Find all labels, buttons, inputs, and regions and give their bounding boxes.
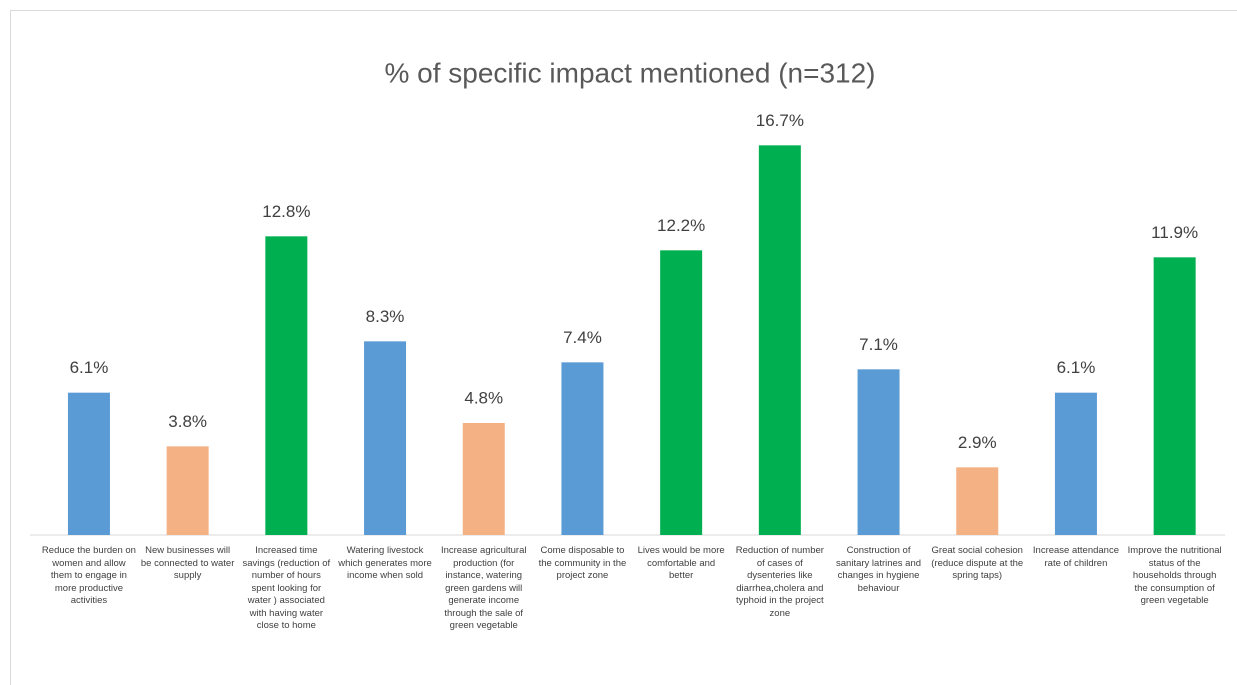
x-tick-label: New businesses will be connected to wate… <box>140 545 235 581</box>
value-label: 6.1% <box>1057 358 1096 377</box>
bar <box>1054 392 1097 535</box>
x-tick-label: Increase agricultural production (for in… <box>440 545 527 631</box>
x-tick-label: Increase attendance rate of children <box>1032 545 1119 569</box>
value-label: 16.7% <box>756 111 804 130</box>
bar <box>67 392 110 535</box>
x-tick-label: Lives would be more comfortable and bett… <box>637 545 725 581</box>
value-label: 3.8% <box>168 412 207 431</box>
value-label: 7.4% <box>563 328 602 347</box>
value-label: 2.9% <box>958 433 997 452</box>
value-label: 8.3% <box>366 307 405 326</box>
bar <box>364 341 407 535</box>
chart-title: % of specific impact mentioned (n=312) <box>384 57 875 88</box>
bar <box>462 423 505 535</box>
value-label: 12.8% <box>262 202 310 221</box>
x-tick-label: Improve the nutritional status of the ho… <box>1127 545 1222 606</box>
x-tick-label: Increased time savings (reduction of num… <box>242 545 331 631</box>
bar <box>660 250 703 536</box>
x-tick-label: Construction of sanitary latrines and ch… <box>836 545 922 594</box>
value-label: 11.9% <box>1151 223 1198 242</box>
bar <box>265 236 308 536</box>
chart-frame <box>10 10 1237 685</box>
x-tick-label: Reduce the burden on women and allow the… <box>41 545 136 606</box>
x-tick-label: Great social cohesion (reduce dispute at… <box>931 545 1024 581</box>
bar <box>561 362 604 535</box>
value-label: 4.8% <box>464 388 503 407</box>
value-label: 6.1% <box>70 358 109 377</box>
x-tick-label: Reduction of number of cases of dysenter… <box>735 545 824 619</box>
x-tick-label: Come disposable to the community in the … <box>538 545 627 581</box>
bar <box>758 145 801 536</box>
x-tick-label: Watering livestock which generates more … <box>338 545 432 581</box>
value-label: 7.1% <box>859 335 898 354</box>
bar <box>1153 257 1196 535</box>
bar <box>857 369 900 535</box>
bar <box>166 446 209 535</box>
value-label: 12.2% <box>657 216 705 235</box>
bar <box>956 467 999 535</box>
